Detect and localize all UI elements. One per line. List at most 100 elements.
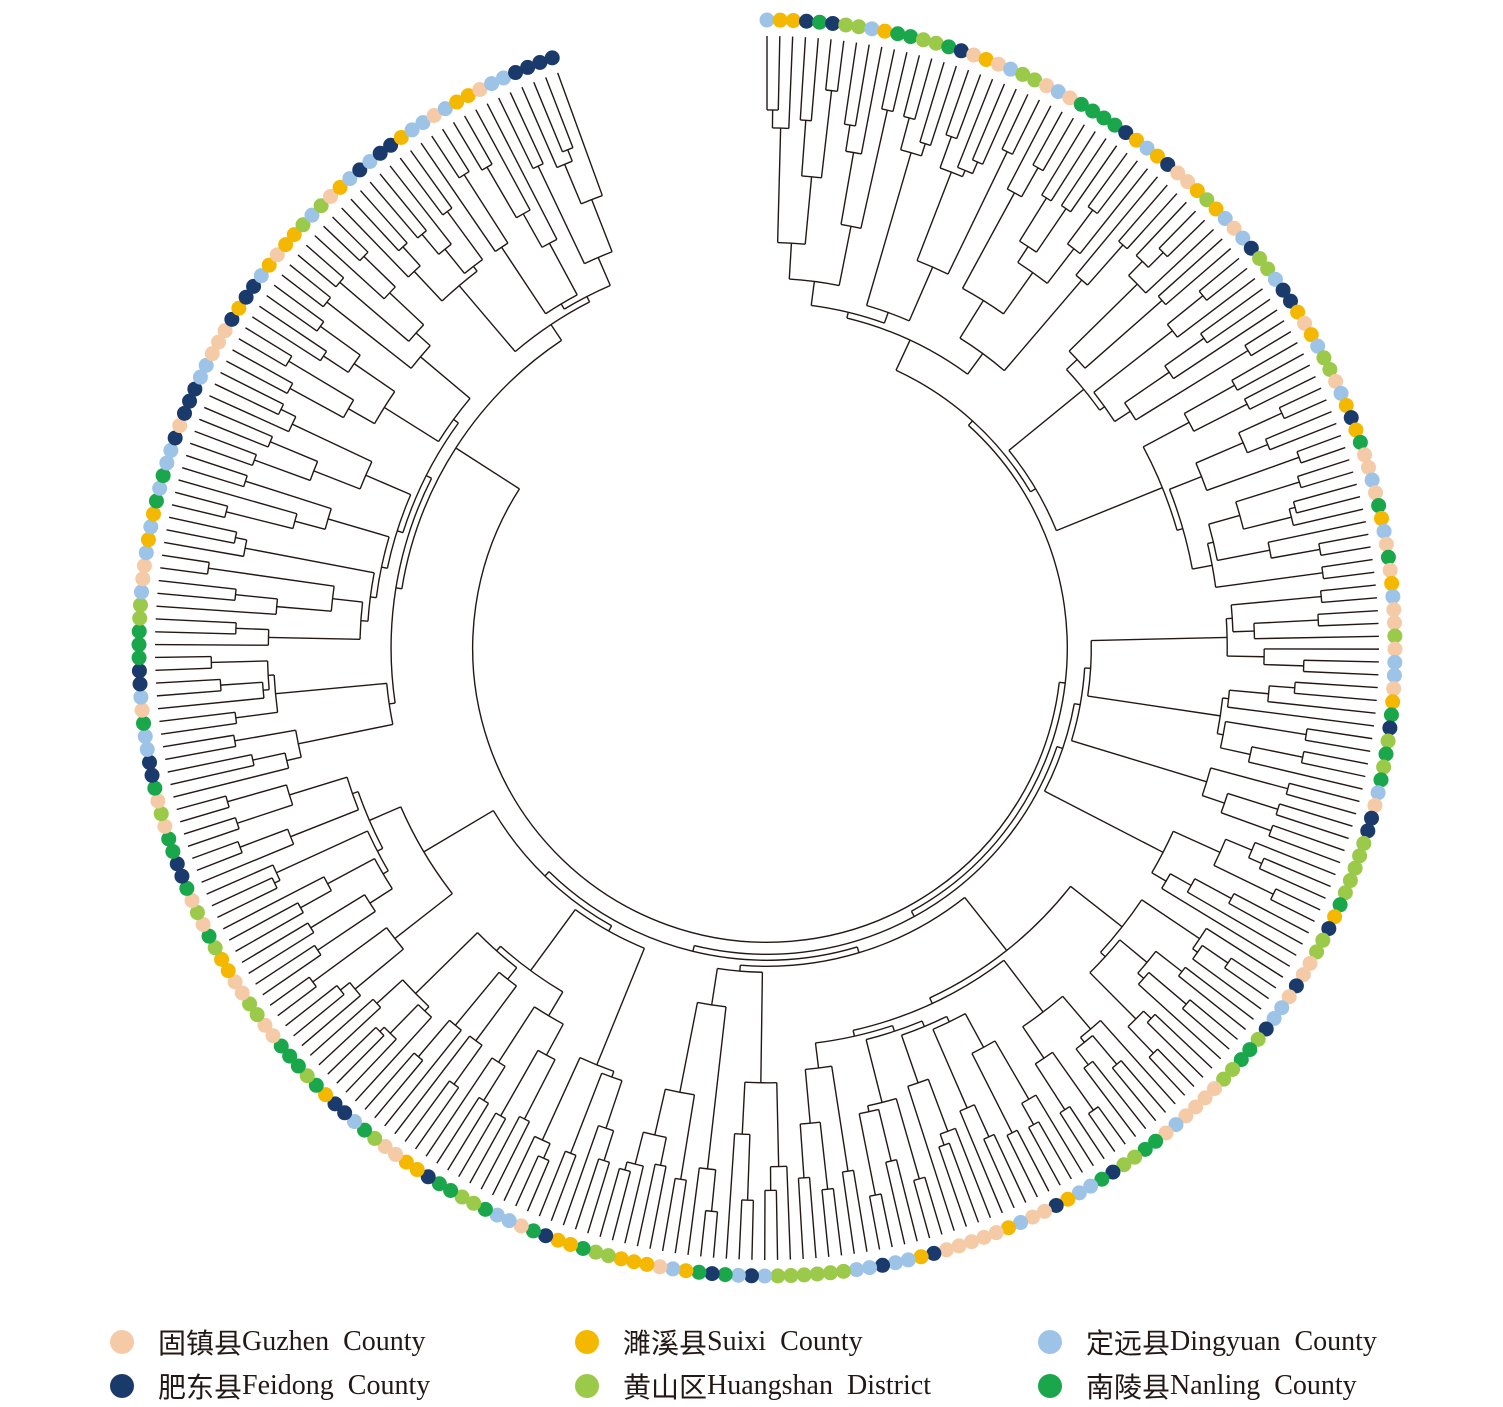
branch-radial bbox=[235, 594, 278, 600]
branch-radial bbox=[178, 479, 298, 515]
branch-radial bbox=[1227, 792, 1279, 810]
leaf-dot bbox=[238, 289, 254, 305]
leaf-dot bbox=[157, 818, 173, 834]
branch-radial bbox=[1184, 966, 1254, 1020]
leaf-dot bbox=[877, 23, 893, 39]
leaf-dot bbox=[131, 663, 147, 679]
branch-arc bbox=[842, 1169, 854, 1173]
branch-arc bbox=[919, 141, 931, 147]
branch-radial bbox=[1141, 899, 1201, 940]
leaf-dot bbox=[1225, 1061, 1241, 1077]
branch-radial bbox=[214, 383, 279, 416]
leaf-dot bbox=[415, 115, 431, 131]
branch-radial bbox=[453, 1044, 483, 1085]
leaf-dot bbox=[224, 311, 240, 327]
branch-radial bbox=[1148, 971, 1187, 1005]
branch-arc bbox=[983, 1133, 995, 1140]
branch-radial bbox=[797, 1178, 804, 1259]
branch-radial bbox=[453, 418, 459, 424]
leaf-dot bbox=[1137, 1141, 1153, 1157]
circular-dendrogram bbox=[131, 12, 1403, 1284]
leaf-dot bbox=[466, 1195, 482, 1211]
branch-radial bbox=[954, 1128, 992, 1219]
branch-radial bbox=[157, 592, 236, 601]
branch-arc bbox=[359, 602, 364, 640]
branch-radial bbox=[458, 1112, 497, 1178]
branch-radial bbox=[725, 1133, 736, 1259]
branch-radial bbox=[1165, 248, 1232, 306]
branch-arc bbox=[1100, 899, 1143, 953]
leaf-dot bbox=[299, 1068, 315, 1084]
branch-radial bbox=[170, 764, 255, 786]
branch-arc bbox=[1142, 446, 1178, 531]
leaf-dot bbox=[1383, 707, 1399, 723]
branch-arc bbox=[1059, 1105, 1071, 1114]
leaf-dot bbox=[838, 17, 854, 33]
branch-radial bbox=[994, 1040, 1030, 1100]
branch-radial bbox=[550, 324, 563, 341]
leaf-dot bbox=[1158, 1125, 1174, 1141]
branch-radial bbox=[155, 631, 236, 635]
branch-arc bbox=[390, 477, 433, 704]
branch-radial bbox=[858, 1113, 877, 1196]
branch-radial bbox=[786, 1166, 792, 1260]
branch-radial bbox=[156, 690, 222, 697]
branch-radial bbox=[194, 430, 257, 456]
branch-radial bbox=[706, 1006, 727, 1169]
leaf-dot bbox=[1333, 385, 1349, 401]
leaf-dot bbox=[1342, 873, 1358, 889]
branch-radial bbox=[363, 255, 396, 288]
leaf-dot bbox=[167, 430, 183, 446]
leaf-dot bbox=[227, 974, 243, 990]
branch-radial bbox=[420, 356, 471, 399]
branch-radial bbox=[365, 474, 411, 496]
leaf-dot bbox=[1387, 628, 1403, 644]
leaf-dot bbox=[1050, 84, 1066, 100]
branch-radial bbox=[441, 128, 470, 172]
leaf-dot bbox=[1387, 641, 1403, 657]
branch-radial bbox=[176, 795, 227, 811]
branch-radial bbox=[983, 1138, 1015, 1209]
leaf-dot bbox=[1370, 785, 1386, 801]
branch-radial bbox=[1100, 951, 1106, 958]
branch-arc bbox=[285, 784, 294, 806]
branch-radial bbox=[298, 723, 393, 745]
branch-arc bbox=[1041, 194, 1052, 202]
branch-radial bbox=[1161, 887, 1291, 967]
leaf-dot bbox=[136, 715, 152, 731]
branch-radial bbox=[276, 830, 368, 874]
leaf-dot bbox=[150, 793, 166, 809]
branch-radial bbox=[1172, 830, 1221, 854]
leaf-dot bbox=[915, 32, 931, 48]
branch-radial bbox=[332, 216, 369, 253]
branch-arc bbox=[1319, 590, 1323, 603]
leaf-dot bbox=[1060, 1191, 1076, 1207]
branch-radial bbox=[289, 387, 344, 419]
branch-radial bbox=[507, 967, 518, 980]
leaf-dot bbox=[862, 1260, 878, 1276]
branch-radial bbox=[414, 1087, 460, 1150]
branch-arc bbox=[865, 1020, 923, 1041]
leaf-dot bbox=[1376, 523, 1392, 539]
leaf-dot bbox=[404, 122, 420, 138]
branch-radial bbox=[274, 879, 281, 884]
branch-radial bbox=[1075, 1048, 1089, 1066]
branch-radial bbox=[1182, 1008, 1230, 1050]
branch-arc bbox=[1235, 501, 1245, 530]
leaf-dot bbox=[261, 257, 277, 273]
branch-radial bbox=[187, 828, 240, 847]
leaf-dot bbox=[472, 81, 488, 97]
branch-radial bbox=[254, 459, 311, 482]
leaf-dot bbox=[327, 1096, 343, 1112]
branch-radial bbox=[956, 78, 994, 168]
branch-radial bbox=[255, 944, 315, 985]
branch-radial bbox=[1303, 670, 1379, 676]
leaf-dot bbox=[864, 21, 880, 37]
branch-arc bbox=[1028, 1121, 1039, 1129]
leaf-dot bbox=[1316, 350, 1332, 366]
branch-radial bbox=[155, 678, 221, 684]
branch-radial bbox=[865, 1039, 883, 1103]
branch-radial bbox=[509, 92, 544, 164]
branch-arc bbox=[316, 321, 325, 332]
branch-radial bbox=[804, 1069, 811, 1124]
